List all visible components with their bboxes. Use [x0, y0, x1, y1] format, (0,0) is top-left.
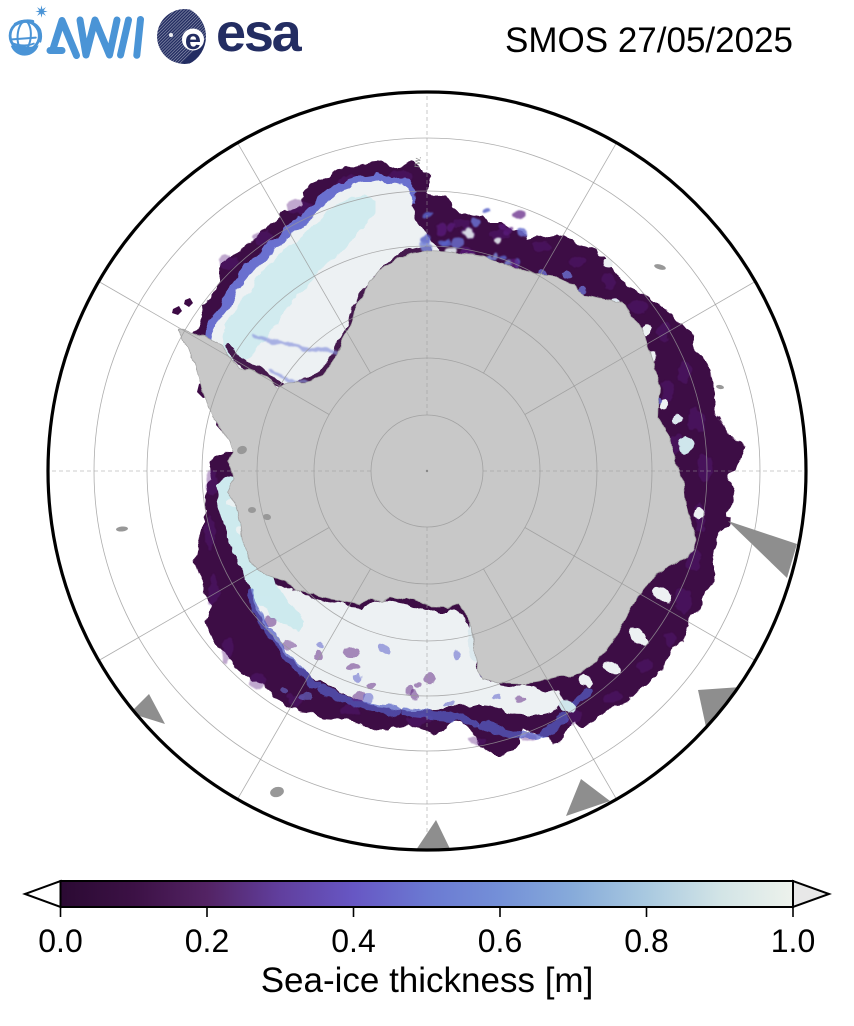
- svg-text:0.8: 0.8: [624, 923, 668, 959]
- svg-text:0.6: 0.6: [478, 923, 522, 959]
- svg-text:1.0: 1.0: [771, 923, 815, 959]
- svg-text:0.0: 0.0: [38, 923, 82, 959]
- svg-text:e: e: [185, 24, 201, 56]
- svg-text:0.2: 0.2: [185, 923, 229, 959]
- svg-text:Sea-ice thickness [m]: Sea-ice thickness [m]: [261, 961, 594, 1000]
- svg-text:rw.: rw.: [411, 155, 423, 168]
- svg-text:0.4: 0.4: [331, 923, 375, 959]
- svg-text:esa: esa: [216, 3, 303, 63]
- svg-text:SMOS 27/05/2025: SMOS 27/05/2025: [505, 21, 793, 60]
